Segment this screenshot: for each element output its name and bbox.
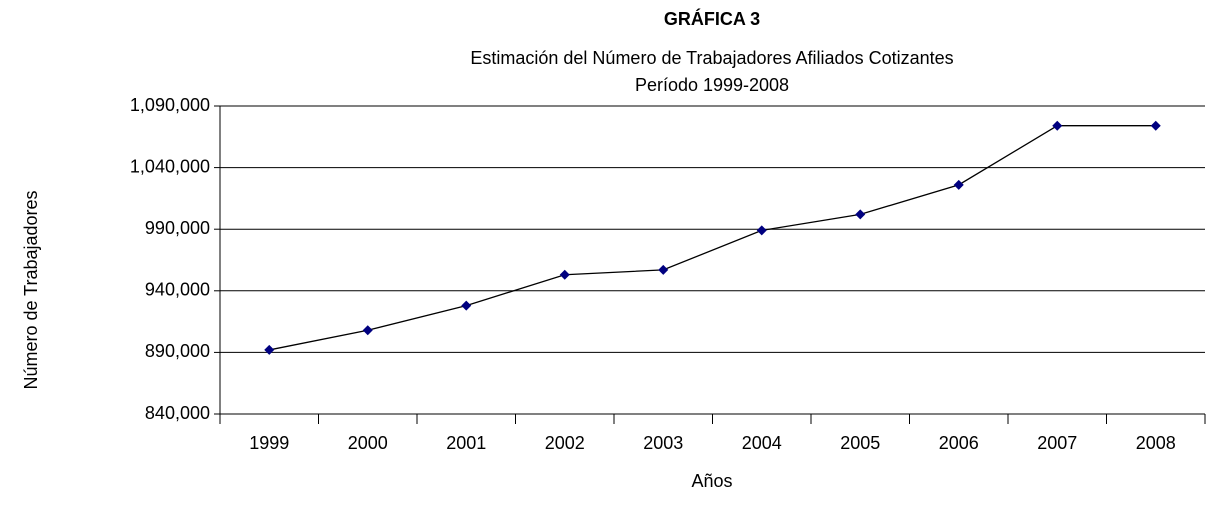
chart-subtitle: Estimación del Número de Trabajadores Af… — [470, 48, 953, 68]
y-tick-label: 990,000 — [145, 218, 210, 238]
x-tick-label: 2003 — [643, 433, 683, 453]
y-tick-label: 1,090,000 — [130, 95, 210, 115]
marker — [559, 269, 570, 280]
x-tick-label: 2001 — [446, 433, 486, 453]
marker — [1150, 120, 1161, 131]
y-axis-title: Número de Trabajadores — [21, 190, 41, 389]
x-tick-label: 2004 — [742, 433, 782, 453]
marker — [658, 264, 669, 275]
marker — [362, 325, 373, 336]
line-series — [269, 125, 1156, 351]
chart-title: GRÁFICA 3 — [664, 8, 760, 29]
chart-subtitle: Período 1999-2008 — [635, 75, 789, 95]
x-tick-label: 2007 — [1037, 433, 1077, 453]
marker — [756, 225, 767, 236]
marker — [953, 179, 964, 190]
marker — [264, 344, 275, 355]
marker — [855, 209, 866, 220]
marker — [1052, 120, 1063, 131]
x-tick-label: 2002 — [545, 433, 585, 453]
x-tick-label: 1999 — [249, 433, 289, 453]
x-tick-label: 2006 — [939, 433, 979, 453]
y-tick-label: 890,000 — [145, 341, 210, 361]
y-tick-label: 940,000 — [145, 280, 210, 300]
x-tick-label: 2008 — [1136, 433, 1176, 453]
x-axis-title: Años — [691, 471, 732, 491]
x-tick-label: 2000 — [348, 433, 388, 453]
y-tick-label: 840,000 — [145, 403, 210, 423]
y-tick-label: 1,040,000 — [130, 156, 210, 176]
x-tick-label: 2005 — [840, 433, 880, 453]
marker — [461, 300, 472, 311]
